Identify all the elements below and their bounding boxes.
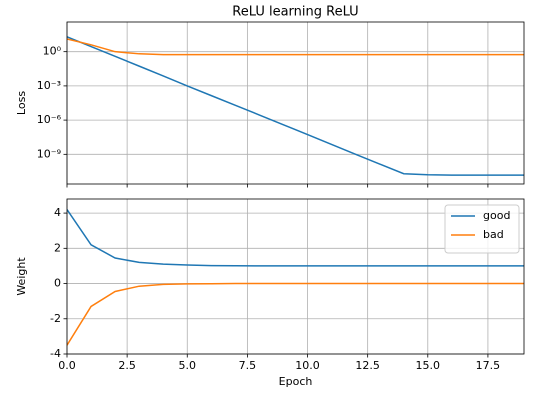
y-axis-label: Weight — [15, 257, 28, 296]
series-line — [67, 282, 524, 346]
legend-label: bad — [483, 228, 504, 241]
legend-label: good — [483, 209, 510, 222]
x-tick-label: 15.0 — [416, 359, 441, 372]
y-tick-label: -2 — [50, 312, 61, 325]
y-tick-label: 2 — [54, 241, 61, 254]
y-tick-label: 4 — [54, 206, 61, 219]
series-line — [67, 209, 524, 267]
y-tick-label: 10⁻³ — [37, 79, 61, 92]
x-tick-label: 0.0 — [58, 359, 76, 372]
y-tick-label: 10⁻⁶ — [37, 113, 62, 126]
series-line — [67, 38, 524, 56]
x-tick-label: 5.0 — [179, 359, 197, 372]
x-axis-label: Epoch — [279, 375, 313, 388]
y-tick-label: 10⁰ — [43, 45, 62, 58]
y-tick-label: 10⁻⁹ — [37, 147, 61, 160]
axes-frame — [66, 21, 525, 185]
y-axis-label: Loss — [15, 91, 28, 115]
x-tick-label: 12.5 — [355, 359, 380, 372]
x-tick-label: 2.5 — [118, 359, 136, 372]
chart-title: ReLU learning ReLU — [232, 5, 358, 20]
axes-frame — [66, 198, 525, 355]
y-tick-label: 0 — [54, 277, 61, 290]
legend-box — [444, 204, 520, 254]
y-tick-label: -4 — [50, 347, 61, 360]
series-line — [67, 36, 524, 176]
x-tick-label: 10.0 — [295, 359, 320, 372]
x-tick-label: 7.5 — [239, 359, 257, 372]
x-tick-label: 17.5 — [476, 359, 501, 372]
